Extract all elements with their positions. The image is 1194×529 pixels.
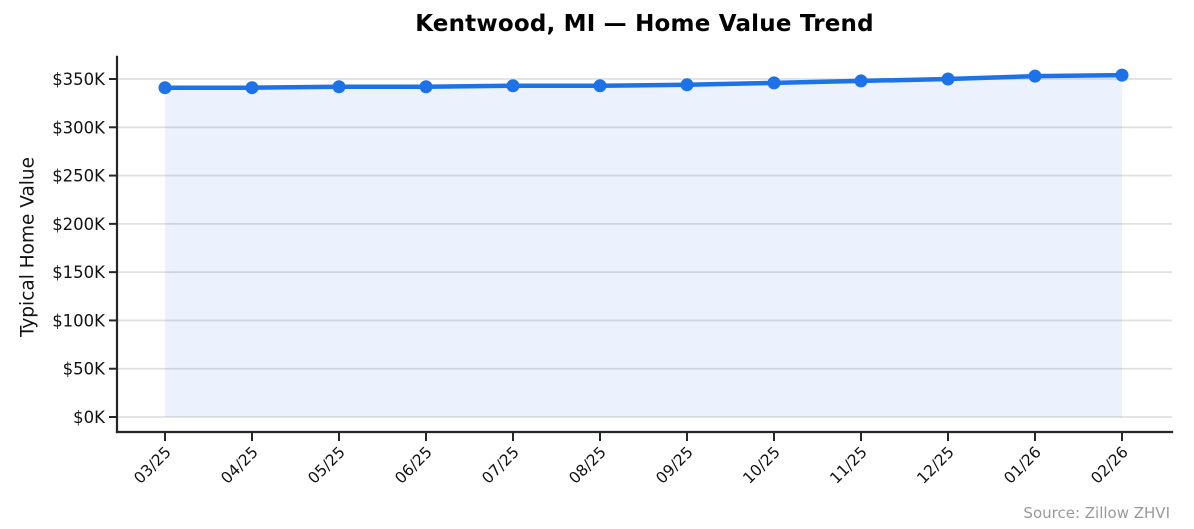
y-tick-label: $300K [52, 118, 106, 137]
chart-title: Kentwood, MI — Home Value Trend [415, 11, 874, 37]
area-fill [165, 75, 1122, 417]
data-point [680, 78, 694, 92]
data-point [245, 81, 259, 95]
x-tick-label: 01/26 [1001, 443, 1045, 487]
data-points [158, 68, 1129, 95]
data-point [506, 79, 520, 93]
data-point [767, 76, 781, 90]
y-tick-labels: $0K $50K $100K $150K $200K $250K $300K $350K [52, 70, 106, 427]
x-tick-label: 05/25 [305, 443, 349, 487]
y-tick-label: $350K [52, 70, 106, 89]
data-point [854, 74, 868, 88]
x-tick-label: 09/25 [653, 443, 697, 487]
x-tick-label: 07/25 [479, 443, 523, 487]
data-point [1028, 69, 1042, 83]
data-point [1115, 68, 1129, 82]
data-point [941, 72, 955, 86]
data-point [158, 81, 172, 95]
y-tick-label: $200K [52, 215, 106, 234]
x-tick-label: 11/25 [827, 443, 871, 487]
gridlines [117, 78, 1172, 418]
data-point [419, 80, 433, 94]
tick-marks [109, 78, 1123, 441]
y-tick-label: $150K [52, 263, 106, 282]
y-axis-title: Typical Home Value [17, 156, 39, 338]
x-tick-label: 08/25 [566, 443, 610, 487]
source-note: Source: Zillow ZHVI [1023, 504, 1170, 522]
x-tick-labels: 03/25 04/25 05/25 06/25 07/25 08/25 09/25 10/25… [131, 443, 1132, 487]
data-point [593, 79, 607, 93]
x-tick-label: 02/26 [1088, 443, 1132, 487]
trend-line [162, 72, 1125, 90]
x-tick-label: 10/25 [740, 443, 784, 487]
y-tick-label: $250K [52, 167, 106, 186]
x-tick-label: 12/25 [914, 443, 958, 487]
y-tick-label: $50K [63, 360, 106, 379]
y-tick-label: $100K [52, 311, 106, 330]
x-tick-label: 04/25 [218, 443, 262, 487]
y-tick-label: $0K [73, 408, 106, 427]
data-point [332, 80, 346, 94]
x-tick-label: 03/25 [131, 443, 175, 487]
x-tick-label: 06/25 [392, 443, 436, 487]
